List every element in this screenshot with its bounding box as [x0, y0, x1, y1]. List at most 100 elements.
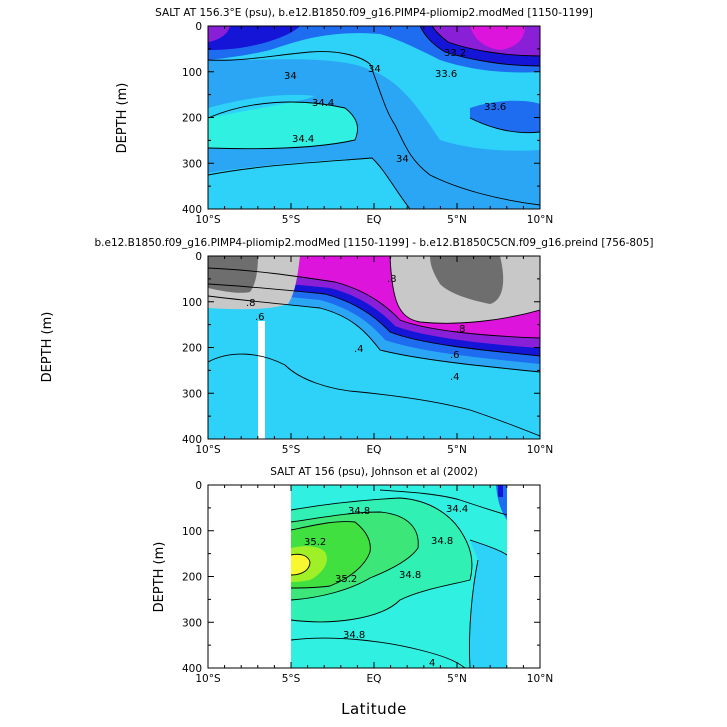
- clabel-6: 33.6: [484, 102, 506, 113]
- contour-1-0: [389, 256, 540, 324]
- contour-34-6: [469, 539, 508, 668]
- clabel-4: 35.2: [335, 574, 357, 585]
- x-tick-label: EQ: [367, 673, 382, 685]
- panel-bottom-xlabel: Latitude: [341, 700, 407, 718]
- contour-34-8-lower: [290, 637, 466, 668]
- x-tick-label: 10°S: [195, 673, 221, 685]
- y-tick-label: 200: [182, 343, 202, 355]
- clabel-3: 34: [368, 64, 381, 75]
- x-tick-label: 10°N: [527, 214, 553, 226]
- y-tick-label: 200: [182, 113, 202, 125]
- contour-0-6: [208, 283, 540, 357]
- contour-34-4-outer: [208, 157, 411, 209]
- clabel-4: 34: [396, 154, 409, 165]
- y-tick-label: 400: [182, 663, 202, 675]
- y-tick-label: 200: [182, 572, 202, 584]
- panel-bottom-ylabel: DEPTH (m): [152, 542, 167, 613]
- fill-cyan: [208, 102, 358, 149]
- clabel-2: 34.4: [292, 134, 314, 145]
- fill-violet-west: [208, 26, 230, 42]
- contour-34-4-inner: [208, 101, 358, 150]
- x-tick-label: 10°N: [527, 444, 553, 456]
- contour-34-4: [379, 489, 508, 516]
- fill-light-blue-east: [469, 540, 507, 668]
- clabel-4: .6: [450, 350, 460, 361]
- fill-blue-east: [470, 100, 540, 133]
- fill-dark-gray-west: [208, 256, 258, 293]
- contour-35-2: [290, 521, 371, 589]
- panel-bottom-contours: [290, 485, 508, 668]
- x-tick-label: 10°S: [195, 444, 221, 456]
- clabel-2: .8: [456, 324, 466, 335]
- y-tick-label: 0: [195, 21, 202, 33]
- panel-bottom-title: SALT AT 156 (psu), Johnson et al (2002): [270, 466, 478, 478]
- x-tick-label: EQ: [367, 444, 382, 456]
- contour-33-6-upper: [419, 26, 540, 67]
- panel-top-axes: 10°S 5°S EQ 5°N 10°N 0 100 200 300 400: [182, 21, 553, 226]
- clabel-7: 33.2: [444, 48, 466, 59]
- fill-deep-blue-west: [208, 26, 300, 50]
- panel-middle-ylabel: DEPTH (m): [40, 312, 55, 383]
- panel-middle-title: b.e12.B1850.f09_g16.PIMP4-pliomip2.modMe…: [94, 237, 653, 249]
- contour-34: [208, 51, 540, 206]
- contour-0-2: [208, 353, 540, 437]
- x-tick-label: 5°N: [447, 444, 467, 456]
- clabel-2: 34.8: [431, 536, 453, 547]
- panel-top: SALT AT 156.3°E (psu), b.e12.B1850.f09_g…: [115, 7, 593, 226]
- x-tick-label: 5°S: [282, 673, 301, 685]
- clabel-1: .8: [387, 274, 397, 285]
- y-tick-label: 0: [195, 251, 202, 263]
- clabel-5: .4: [354, 344, 364, 355]
- y-tick-label: 400: [182, 204, 202, 216]
- fill-deep-blue-corner: [498, 485, 503, 497]
- contour-0-4: [208, 295, 540, 373]
- clabel-1: 34.4: [312, 98, 334, 109]
- clabel-3: .6: [255, 312, 265, 323]
- contour-33-2: [431, 26, 540, 57]
- clabel-7: 4: [429, 658, 435, 669]
- fill-magenta: [470, 26, 525, 50]
- panel-bottom: SALT AT 156 (psu), Johnson et al (2002) …: [152, 466, 553, 718]
- x-tick-label: 5°S: [282, 214, 301, 226]
- x-tick-label: 5°N: [447, 214, 467, 226]
- contour-0-8: [208, 267, 540, 339]
- x-tick-label: 10°S: [195, 214, 221, 226]
- panel-bottom-axes: 10°S 5°S EQ 5°N 10°N 0 100 200 300 400: [182, 480, 553, 685]
- contour-35-6: [290, 553, 311, 576]
- contour-34-8-outer: [290, 497, 473, 623]
- clabel-1: 34.8: [348, 506, 370, 517]
- clabel-0: .8: [246, 298, 256, 309]
- y-tick-label: 400: [182, 434, 202, 446]
- y-tick-label: 100: [182, 297, 202, 309]
- missing-data-strip: [258, 321, 265, 439]
- panel-middle: b.e12.B1850.f09_g16.PIMP4-pliomip2.modMe…: [40, 237, 654, 456]
- contour-33-6-lower: [469, 117, 540, 134]
- contour-35-0: [290, 511, 419, 601]
- fill-deep-light-blue: [208, 160, 410, 209]
- clabel-6: 34.8: [343, 630, 365, 641]
- panel-middle-axes: 10°S 5°S EQ 5°N 10°N 0 100 200 300 400: [182, 251, 553, 456]
- y-tick-label: 100: [182, 526, 202, 538]
- clabel-0: 34: [284, 71, 297, 82]
- clabel-0: 34.4: [446, 504, 468, 515]
- clabel-3: 35.2: [304, 537, 326, 548]
- x-tick-label: EQ: [367, 214, 382, 226]
- fill-yellow: [291, 554, 310, 575]
- x-tick-label: 10°N: [527, 673, 553, 685]
- x-tick-label: 5°S: [282, 444, 301, 456]
- y-tick-label: 300: [182, 617, 202, 629]
- clabel-5: 33.6: [435, 69, 457, 80]
- clabel-5: 34.8: [399, 570, 421, 581]
- fill-dark-gray-east: [430, 256, 504, 304]
- panel-top-title: SALT AT 156.3°E (psu), b.e12.B1850.f09_g…: [155, 7, 593, 19]
- y-tick-label: 100: [182, 67, 202, 79]
- y-tick-label: 300: [182, 388, 202, 400]
- panel-middle-contours: [208, 256, 540, 439]
- clabel-6: .4: [450, 372, 460, 383]
- panel-top-contours: [208, 26, 540, 209]
- y-tick-label: 0: [195, 480, 202, 492]
- fill-light-blue-band: [208, 94, 315, 118]
- y-tick-label: 300: [182, 158, 202, 170]
- x-tick-label: 5°N: [447, 673, 467, 685]
